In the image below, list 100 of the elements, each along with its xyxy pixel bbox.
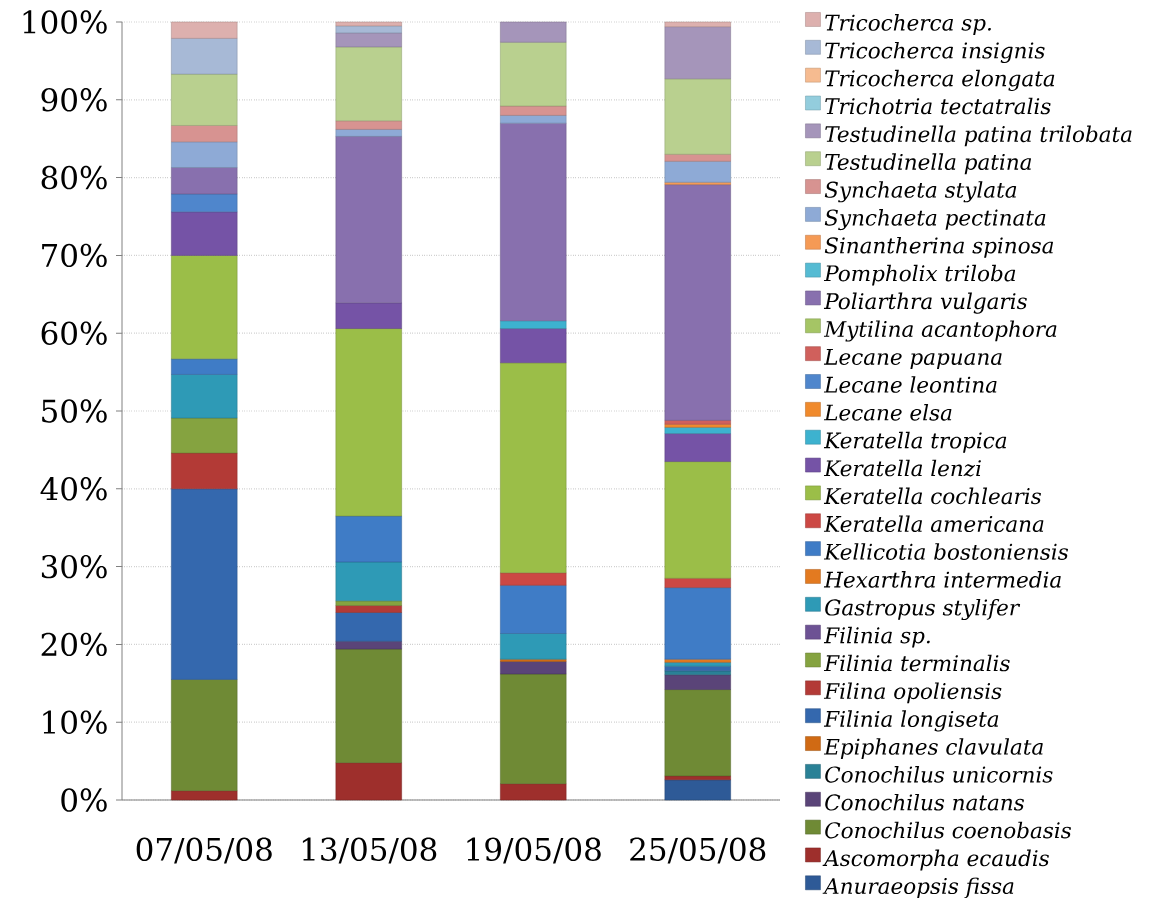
bar (171, 255, 238, 360)
bar (171, 358, 238, 375)
legend-label: Kellicotia bostoniensis (823, 543, 1069, 560)
bar (335, 129, 402, 137)
bar (171, 211, 238, 256)
legend-label: Filinia terminalis (823, 654, 1010, 672)
legend-label: Poliarthra vulgaris (823, 292, 1027, 314)
y-tick-label: 80% (41, 165, 107, 190)
y-tick-label: 70% (42, 243, 107, 268)
bar (335, 561, 402, 602)
bar (664, 154, 731, 162)
bar (335, 328, 402, 517)
bar (171, 38, 238, 75)
y-tick-label: 60% (41, 321, 107, 345)
bar (664, 587, 731, 660)
bar (664, 461, 731, 579)
legend-label: Synchaeta pectinata (824, 209, 1046, 231)
bar (664, 578, 731, 588)
y-tick-label: 30% (41, 554, 107, 579)
bar (171, 679, 238, 791)
legend-label: Conochilus natans (825, 793, 1024, 811)
bar (664, 779, 731, 801)
legend-label: Filinia longiseta (823, 710, 999, 732)
bar (171, 141, 238, 168)
legend-label: Testudinella patina (825, 153, 1032, 175)
bar (171, 73, 238, 126)
legend-label: Filina opoliensis (823, 682, 1002, 704)
bar (664, 161, 731, 183)
x-tick-label: 13/05/08 (302, 837, 437, 864)
legend-label: Anuraeopsis fissa (822, 877, 1014, 898)
bar (664, 662, 731, 667)
legend-label: Tricocherca insignis (825, 41, 1045, 64)
x-tick-label: 25/05/08 (630, 837, 766, 864)
y-tick-label: 100% (23, 10, 107, 34)
bar (500, 362, 567, 574)
legend-label: Filinia sp. (823, 626, 930, 648)
x-tick-label: 07/05/08 (136, 837, 272, 864)
bar (171, 790, 238, 801)
bar (171, 21, 238, 39)
bar (335, 605, 402, 613)
bar (500, 585, 567, 634)
bar (335, 32, 402, 48)
bar (335, 641, 402, 650)
y-tick-label: 0% (61, 788, 107, 812)
bar (335, 648, 402, 763)
y-tick-label: 50% (42, 399, 107, 423)
bar (500, 21, 567, 43)
legend-label: Synchaeta stylata (824, 181, 1017, 203)
bar (335, 46, 402, 122)
bar (500, 783, 567, 801)
legend-label: Keratella americana (823, 515, 1044, 533)
bar (171, 452, 238, 490)
y-tick-label: 90% (41, 88, 107, 112)
bar (335, 612, 402, 642)
legend-label: Keratella lenzi (823, 459, 981, 477)
bar (335, 302, 402, 329)
bar (335, 21, 402, 27)
bar (335, 515, 402, 563)
bar (664, 26, 731, 80)
legend-label: Conochilus unicornis (825, 766, 1053, 783)
bar (500, 673, 567, 784)
bar (664, 78, 731, 155)
legend-label: Hexarthra intermedia (823, 571, 1061, 588)
y-tick-label: 10% (43, 710, 107, 734)
legend-label: Keratella tropica (823, 431, 1007, 453)
bar (335, 762, 402, 801)
legend-label: Pompholix triloba (823, 264, 1016, 286)
y-tick-label: 40% (40, 477, 107, 501)
bar (500, 122, 567, 321)
legend-label: Lecane leontina (823, 376, 997, 393)
bar (335, 136, 402, 304)
legend-label: Gastropus stylifer (825, 598, 1021, 621)
legend-label: Mytilina acantophora (823, 320, 1057, 342)
bar (171, 125, 238, 143)
bar (335, 120, 402, 130)
legend-label: Tricocherca sp. (825, 14, 991, 35)
bar (664, 665, 731, 672)
legend-label: Keratella cochlearis (823, 487, 1042, 505)
legend-label: Ascomorpha ecaudis (822, 849, 1049, 871)
bar (171, 374, 238, 419)
bar (171, 417, 238, 454)
bar (664, 689, 731, 777)
legend-label: Tricocherca elongata (825, 69, 1055, 91)
y-tick-label: 20% (41, 632, 107, 657)
legend-label: Epiphanes clavulata (823, 738, 1043, 760)
legend-label: Trichotria tectatralis (825, 97, 1051, 115)
bar (500, 41, 567, 107)
bar (500, 633, 567, 660)
bar (500, 661, 567, 675)
bar (500, 105, 567, 116)
bar (335, 25, 402, 34)
x-tick-label: 19/05/08 (467, 837, 601, 864)
bar (500, 320, 567, 329)
bar (500, 328, 567, 364)
bar (500, 572, 567, 586)
bar (664, 184, 731, 421)
bar (664, 433, 731, 462)
bar (500, 115, 567, 124)
legend-label: Sinantherina spinosa (824, 236, 1054, 258)
bar (171, 488, 238, 680)
